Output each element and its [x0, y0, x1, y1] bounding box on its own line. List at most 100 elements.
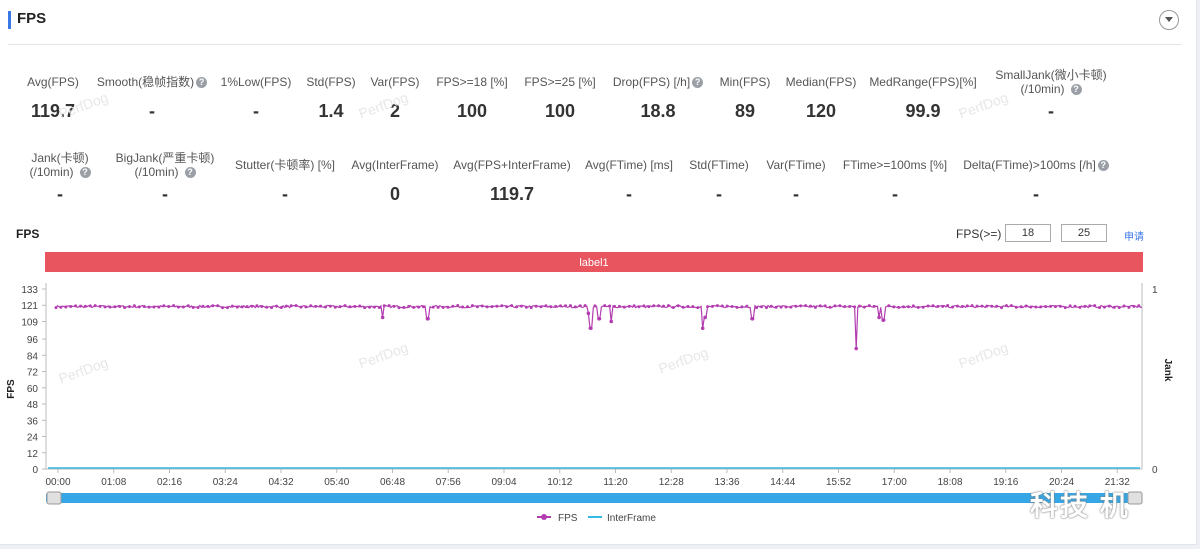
x-tick-label: 21:32: [1105, 477, 1130, 488]
fps-point: [417, 305, 421, 309]
fps-point: [632, 304, 636, 308]
fps-point: [897, 305, 901, 309]
fps-dip-point: [586, 311, 591, 316]
fps-point: [328, 304, 332, 308]
stat-label: 1%Low(FPS): [220, 75, 292, 89]
fps-point: [191, 306, 195, 310]
x-tick-label: 02:16: [157, 477, 182, 488]
stat-stats_row1-11: SmallJank(微小卡顿) (/10min)? -: [986, 68, 1116, 128]
fps-point: [1132, 304, 1136, 308]
fps-dip-point: [877, 315, 881, 320]
fps-point: [902, 305, 906, 309]
fps-point: [769, 304, 773, 308]
fps-point: [265, 305, 269, 309]
stat-label: Stutter(卡顿率) [%]: [234, 158, 335, 172]
help-icon[interactable]: ?: [1070, 84, 1082, 96]
fps-point: [1073, 304, 1077, 308]
fps-point: [1058, 304, 1062, 308]
fps-point: [470, 304, 474, 308]
fps-dip-point: [881, 318, 885, 322]
fps-point: [1029, 305, 1033, 309]
apply-button[interactable]: 申请: [1124, 232, 1144, 243]
stat-stats_row2-3: Avg(InterFrame) 0: [345, 158, 445, 218]
y-tick-label: 0: [32, 465, 38, 476]
fps-dip-point: [425, 316, 430, 321]
stat-label: FPS>=18 [%]: [436, 75, 508, 89]
stat-stats_row1-9: Median(FPS) 120: [776, 75, 866, 135]
help-icon[interactable]: ?: [79, 167, 91, 179]
y-tick-label: 96: [27, 335, 39, 346]
fps-point: [573, 305, 577, 309]
fps-point: [755, 306, 759, 310]
fps-point: [123, 306, 127, 310]
stat-stats_row1-3: Std(FPS) 1.4: [296, 75, 366, 135]
help-icon[interactable]: ?: [1097, 160, 1109, 172]
x-tick-label: 11:20: [603, 477, 628, 488]
fps-point: [911, 304, 915, 308]
fps-point: [681, 305, 685, 309]
perfdog-watermark: PerfDog: [356, 339, 410, 372]
fps-point: [260, 304, 264, 308]
fps-point: [745, 304, 749, 308]
fps-point: [78, 304, 82, 308]
stat-stats_row2-4: Avg(FPS+InterFrame) 119.7: [447, 158, 577, 218]
stat-value: 100: [456, 101, 488, 121]
fps-point: [93, 304, 97, 308]
fps-point: [828, 305, 832, 309]
fps-point: [637, 305, 641, 309]
fps-point: [69, 305, 73, 309]
threshold-input-1[interactable]: [1005, 224, 1051, 242]
fps-point: [941, 304, 945, 308]
help-icon[interactable]: ?: [196, 77, 208, 89]
fps-point: [1078, 305, 1082, 309]
fps-point: [990, 304, 994, 308]
help-icon[interactable]: ?: [692, 77, 704, 89]
fps-point: [931, 304, 935, 308]
fps-point: [774, 305, 778, 309]
x-tick-label: 14:44: [770, 477, 795, 488]
fps-point: [235, 305, 239, 309]
x-tick-label: 03:24: [213, 477, 238, 488]
fps-point: [804, 304, 808, 308]
fps-point: [862, 305, 866, 309]
fps-point: [696, 306, 700, 310]
y-tick-label: 133: [21, 285, 38, 296]
fps-point: [108, 305, 112, 309]
perfdog-watermark: PerfDog: [356, 89, 410, 122]
fps-point: [1044, 305, 1048, 309]
panel-title: FPS: [17, 10, 47, 27]
fps-point: [279, 305, 283, 309]
fps-point: [823, 304, 827, 308]
fps-point: [593, 304, 597, 308]
fps-point: [103, 305, 107, 309]
fps-point: [951, 305, 955, 309]
fps-point: [642, 304, 646, 308]
fps-point: [1000, 306, 1004, 310]
stat-stats_row2-7: Var(FTime) -: [756, 158, 836, 218]
stat-stats_row1-7: Drop(FPS) [/h]? 18.8: [603, 75, 713, 135]
stat-label: Min(FPS): [719, 75, 771, 89]
fps-point: [549, 305, 553, 309]
fps-point: [402, 305, 406, 309]
fps-point: [1107, 304, 1111, 308]
header-divider: [8, 44, 1182, 45]
stat-value: 18.8: [640, 101, 676, 121]
stat-value: -: [716, 184, 722, 204]
fps-point: [490, 305, 494, 309]
fps-point: [368, 305, 372, 309]
stat-label: Smooth(稳帧指数)?: [92, 75, 212, 89]
stat-value: -: [793, 184, 799, 204]
stat-value: -: [149, 101, 155, 121]
fps-point: [372, 305, 376, 309]
fps-point: [412, 305, 416, 309]
fps-point: [1009, 304, 1013, 308]
help-icon[interactable]: ?: [184, 167, 196, 179]
fps-point: [392, 304, 396, 308]
stat-label: Drop(FPS) [/h]?: [603, 75, 713, 89]
collapse-button[interactable]: [1159, 10, 1179, 30]
x-tick-label: 07:56: [436, 477, 461, 488]
fps-point: [186, 304, 190, 308]
threshold-input-2[interactable]: [1061, 224, 1107, 242]
fps-point: [456, 304, 460, 308]
fps-point: [495, 304, 499, 308]
